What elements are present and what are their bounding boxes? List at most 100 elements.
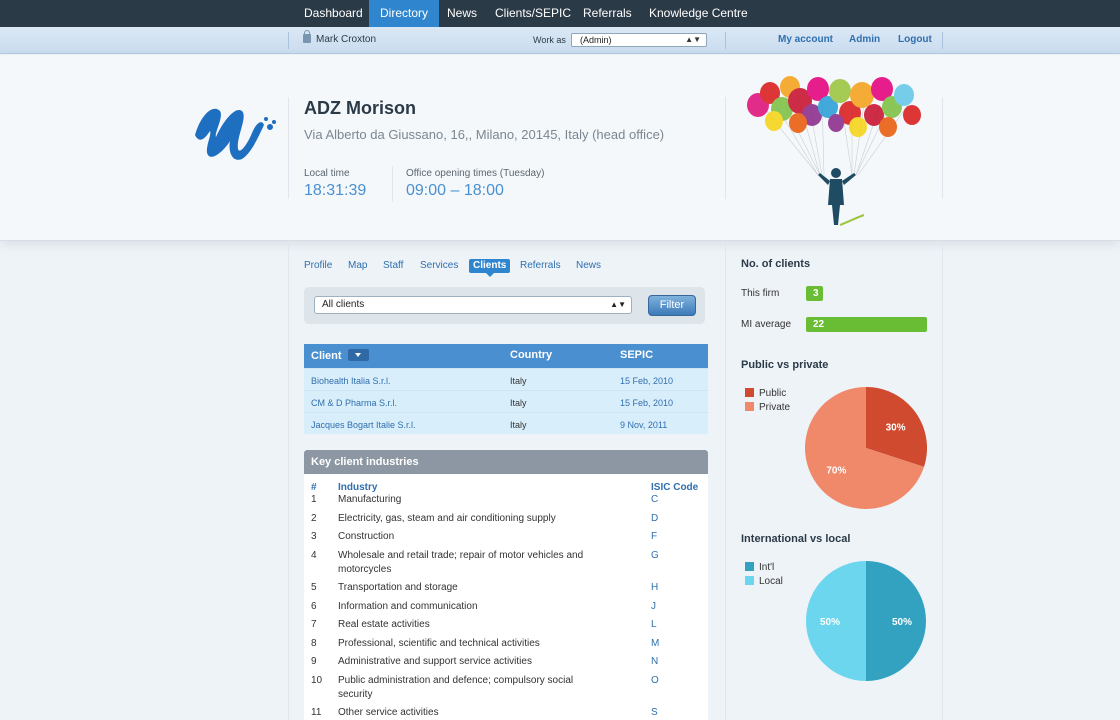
industry-name: security bbox=[338, 688, 373, 700]
industry-number: 10 bbox=[311, 674, 323, 686]
industry-number: 11 bbox=[311, 707, 322, 719]
industry-name: Administrative and support service activ… bbox=[338, 656, 532, 668]
tab-clients[interactable]: Clients bbox=[469, 259, 511, 277]
work-as-value: (Admin) bbox=[580, 35, 612, 45]
isic-code: S bbox=[651, 707, 658, 719]
industry-name: Wholesale and retail trade; repair of mo… bbox=[338, 549, 584, 561]
table-row: 8 Professional, scientific and technical … bbox=[304, 638, 708, 657]
client-country: Italy bbox=[510, 420, 527, 430]
local-time-label: Local time bbox=[304, 168, 350, 179]
industry-number: 5 bbox=[311, 581, 317, 593]
tab-map[interactable]: Map bbox=[348, 260, 368, 271]
top-nav: Dashboard Directory News Clients/SEPIC R… bbox=[0, 0, 1120, 33]
legend-swatch bbox=[745, 388, 754, 397]
divider bbox=[725, 32, 726, 49]
table-header: Client Country SEPIC bbox=[304, 344, 708, 368]
isic-code: O bbox=[651, 674, 659, 686]
clients-table: Client Country SEPIC Biohealth Italia S.… bbox=[304, 344, 708, 434]
client-name-link[interactable]: CM & D Pharma S.r.l. bbox=[311, 398, 398, 408]
industry-number: 7 bbox=[311, 619, 317, 631]
industry-name: Real estate activities bbox=[338, 619, 430, 631]
industry-name: Public administration and defence; compu… bbox=[338, 674, 574, 686]
isic-code: J bbox=[651, 600, 656, 612]
isic-code: D bbox=[651, 512, 659, 524]
nav-knowledge-centre[interactable]: Knowledge Centre bbox=[649, 6, 748, 20]
firm-name: ADZ Morison bbox=[304, 98, 416, 118]
client-filter: All clients ▲▼ Filter bbox=[304, 287, 705, 324]
user-bar: Mark Croxton Work as (Admin) ▲▼ My accoun… bbox=[0, 27, 1120, 54]
filter-button[interactable]: Filter bbox=[648, 295, 696, 316]
isic-code: L bbox=[651, 619, 657, 631]
table-row: 4 Wholesale and retail trade; repair of m… bbox=[304, 550, 708, 582]
isic-code: N bbox=[651, 656, 659, 668]
work-as-select[interactable]: (Admin) ▲▼ bbox=[571, 33, 707, 47]
column-sepic: SEPIC bbox=[620, 349, 654, 361]
current-user: Mark Croxton bbox=[303, 30, 376, 45]
pie-label: 50% bbox=[892, 617, 912, 628]
table-row: 1 Manufacturing C bbox=[304, 494, 708, 513]
updown-arrows-icon: ▲▼ bbox=[685, 35, 701, 44]
industry-number: 4 bbox=[311, 549, 317, 561]
legend-swatch bbox=[745, 402, 754, 411]
industry-name: Information and communication bbox=[338, 600, 478, 612]
pie-slice-private bbox=[805, 387, 925, 509]
divider bbox=[288, 97, 289, 199]
mi-average-label: MI average bbox=[741, 319, 792, 330]
nav-news[interactable]: News bbox=[447, 6, 478, 20]
industry-number: 8 bbox=[311, 637, 317, 649]
divider bbox=[725, 242, 726, 720]
legend-label: Local bbox=[759, 576, 783, 587]
industries-header: # Industry ISIC Code bbox=[304, 474, 708, 494]
tab-referrals[interactable]: Referrals bbox=[520, 260, 561, 271]
tab-profile[interactable]: Profile bbox=[304, 260, 333, 271]
this-firm-bar: 3 bbox=[806, 286, 823, 301]
tab-services[interactable]: Services bbox=[420, 260, 459, 271]
international-local-pie-chart: 50% 50% bbox=[806, 561, 926, 681]
column-number: # bbox=[311, 482, 317, 493]
industry-name: Manufacturing bbox=[338, 494, 402, 505]
public-private-pie-chart: 30% 70% bbox=[805, 387, 927, 509]
clients-count-title: No. of clients bbox=[741, 258, 811, 270]
public-private-title: Public vs private bbox=[741, 359, 829, 371]
balloons-illustration bbox=[747, 76, 921, 226]
legend-label: Public bbox=[759, 388, 787, 399]
pie-slice-public bbox=[866, 387, 927, 467]
client-name-link[interactable]: Biohealth Italia S.r.l. bbox=[311, 376, 391, 386]
tab-staff[interactable]: Staff bbox=[383, 260, 404, 271]
logout-link[interactable]: Logout bbox=[898, 34, 932, 45]
table-row: Biohealth Italia S.r.l. Italy 15 Feb, 20… bbox=[304, 368, 708, 390]
admin-link[interactable]: Admin bbox=[849, 34, 881, 45]
industry-number: 2 bbox=[311, 512, 317, 524]
table-row: 2 Electricity, gas, steam and air conditi… bbox=[304, 513, 708, 532]
pie-label: 70% bbox=[826, 466, 846, 477]
table-row: 6 Information and communication J bbox=[304, 601, 708, 620]
firm-header: ADZ Morison Via Alberto da Giussano, 16,… bbox=[0, 55, 1120, 241]
legend-swatch bbox=[745, 562, 754, 571]
this-firm-label: This firm bbox=[741, 288, 780, 299]
client-filter-select[interactable]: All clients ▲▼ bbox=[314, 296, 632, 314]
my-account-link[interactable]: My account bbox=[778, 34, 834, 45]
updown-arrows-icon: ▲▼ bbox=[610, 300, 626, 309]
nav-clients-sepic[interactable]: Clients/SEPIC bbox=[495, 6, 572, 20]
industry-name: Transportation and storage bbox=[338, 581, 458, 593]
column-client[interactable]: Client bbox=[311, 349, 369, 362]
client-filter-value: All clients bbox=[322, 299, 365, 310]
legend-item-public: Public bbox=[745, 388, 790, 399]
industries-rows: 1 Manufacturing C 2 Electricity, gas, steam … bbox=[304, 494, 708, 720]
firm-logo bbox=[195, 108, 276, 160]
industries-title: Key client industries bbox=[304, 450, 708, 474]
legend-label: Private bbox=[759, 402, 791, 413]
international-local-title: International vs local bbox=[741, 533, 851, 545]
nav-directory[interactable]: Directory bbox=[369, 0, 440, 33]
tab-news[interactable]: News bbox=[576, 260, 602, 271]
sort-dropdown-icon[interactable] bbox=[347, 349, 369, 361]
nav-dashboard[interactable]: Dashboard bbox=[304, 6, 363, 20]
client-country: Italy bbox=[510, 398, 527, 408]
table-row: 3 Construction F bbox=[304, 531, 708, 550]
divider bbox=[392, 166, 393, 202]
table-row: 9 Administrative and support service acti… bbox=[304, 656, 708, 675]
nav-referrals[interactable]: Referrals bbox=[583, 6, 632, 20]
client-name-link[interactable]: Jacques Bogart Italie S.r.l. bbox=[311, 420, 416, 430]
local-time: 18:31:39 bbox=[304, 182, 367, 199]
lock-icon bbox=[303, 30, 311, 43]
